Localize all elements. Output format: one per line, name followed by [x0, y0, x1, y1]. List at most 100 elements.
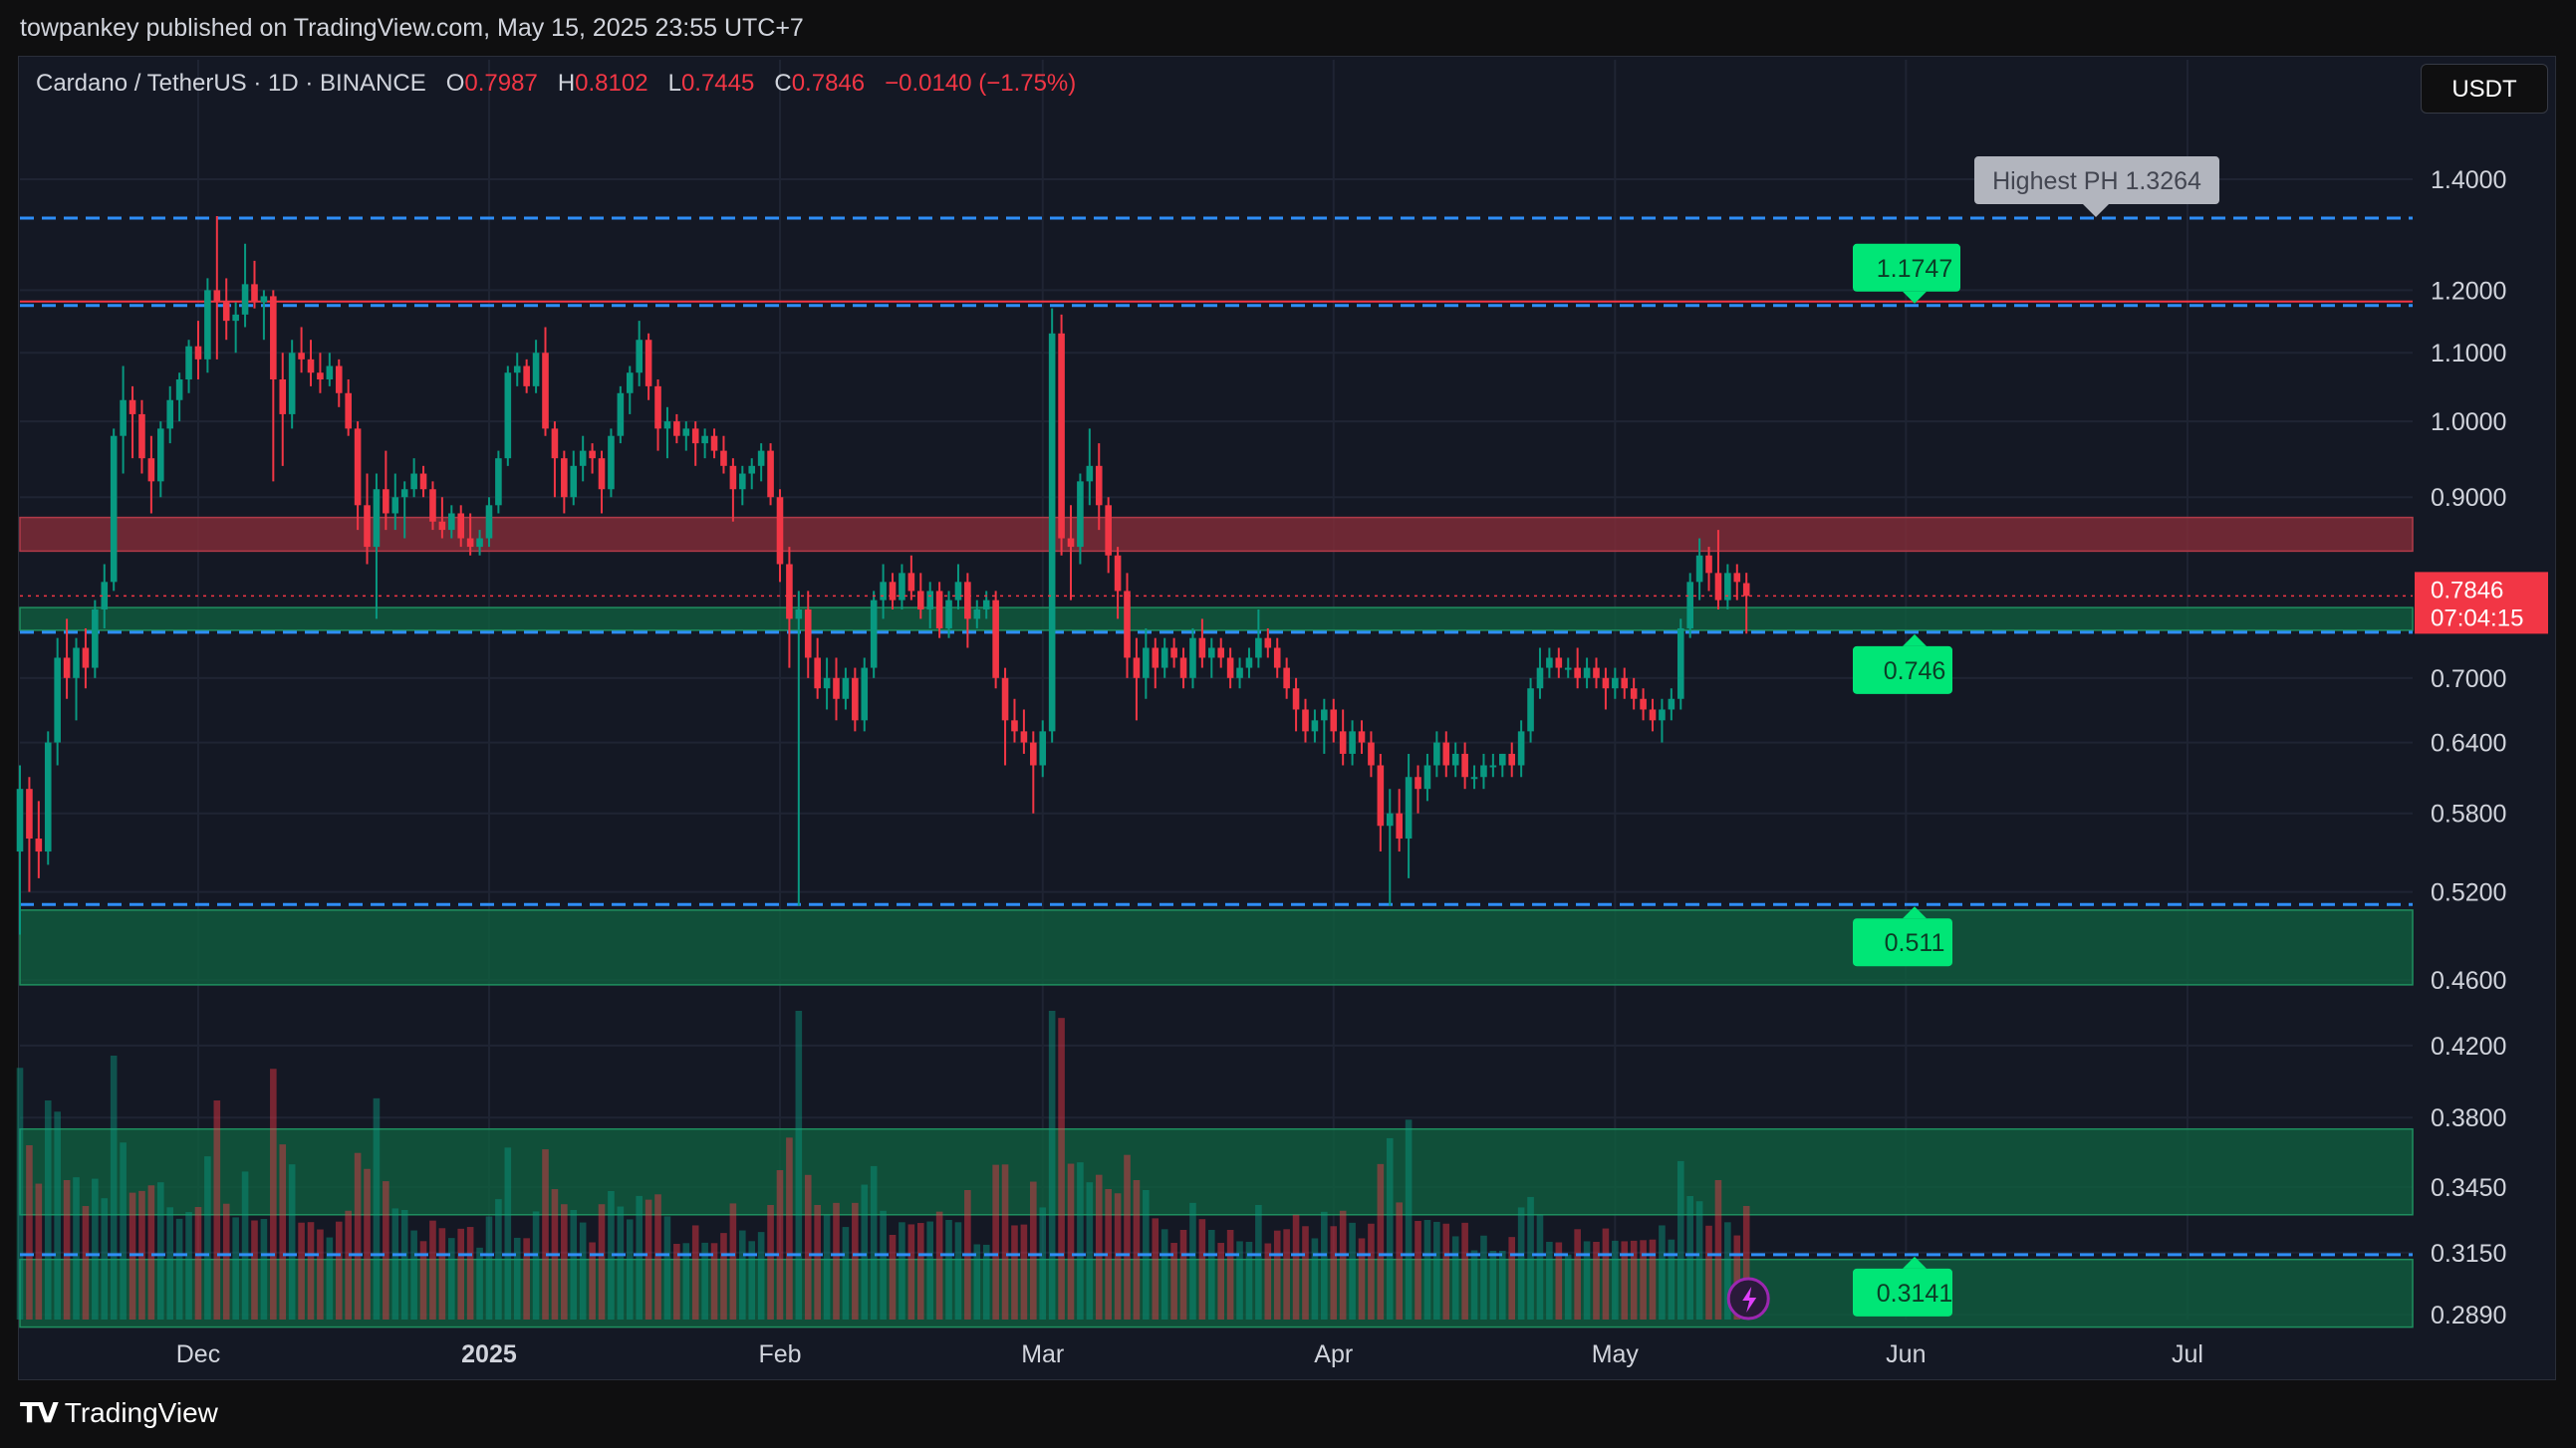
volume-bar	[833, 1202, 840, 1320]
volume-bar	[823, 1214, 831, 1320]
volume-bar	[1649, 1239, 1657, 1320]
candle-body	[335, 365, 343, 393]
candle-body	[673, 421, 680, 436]
level-tag	[1853, 1268, 1952, 1317]
volume-bar	[739, 1230, 746, 1320]
candle-body	[1423, 765, 1431, 790]
candle-body	[1546, 657, 1553, 668]
candle-body	[710, 435, 718, 451]
volume-bar	[1686, 1196, 1693, 1320]
candle-body	[1001, 677, 1009, 721]
time-tick-label: Jun	[1886, 1340, 1926, 1368]
candle-body	[1442, 742, 1450, 766]
candle-body	[786, 564, 793, 619]
candle-body	[1461, 753, 1468, 778]
candle-body	[1011, 720, 1018, 732]
candle-body	[82, 647, 90, 668]
candle-body	[1245, 657, 1253, 668]
price-tick-label: 0.9000	[2431, 484, 2506, 512]
candle-body	[222, 302, 230, 322]
highest-ph-tag	[1974, 156, 2219, 205]
volume-bar	[1742, 1205, 1750, 1320]
volume-bar	[345, 1210, 352, 1320]
volume-bar	[476, 1247, 483, 1320]
tradingview-logo[interactable]: 𝗧𝗩 TradingView	[20, 1396, 218, 1429]
candle-body	[1152, 647, 1159, 668]
candle-body	[495, 458, 502, 506]
volume-bar	[92, 1178, 99, 1320]
candle-body	[833, 677, 840, 699]
candle-body	[1733, 573, 1741, 583]
candle-body	[1058, 333, 1065, 539]
candle-body	[1358, 731, 1366, 743]
candle-body	[270, 296, 277, 380]
candle-body	[101, 582, 109, 609]
candle-body	[814, 657, 821, 689]
candle-body	[1451, 753, 1459, 766]
candle-body	[1555, 657, 1563, 668]
volume-bar	[1179, 1230, 1187, 1320]
candle-body	[570, 465, 578, 498]
candle-body	[307, 359, 315, 373]
volume-bar	[1124, 1154, 1131, 1320]
candle-body	[1517, 731, 1525, 766]
candle-body	[691, 428, 699, 444]
open-label: O	[445, 70, 465, 97]
candle-body	[383, 489, 389, 514]
symbol-name[interactable]: Cardano / TetherUS · 1D · BINANCE	[36, 70, 426, 97]
price-tick-label: 0.5800	[2431, 801, 2506, 829]
candle-body	[551, 428, 559, 459]
candle-body	[1480, 765, 1487, 778]
volume-bar	[1067, 1163, 1075, 1320]
candle-body	[907, 573, 915, 592]
volume-bar	[570, 1210, 578, 1320]
currency-button[interactable]: USDT	[2421, 64, 2548, 114]
time-tick-label: Apr	[1314, 1340, 1353, 1368]
candle-body	[466, 538, 474, 548]
volume-bar	[1602, 1228, 1610, 1320]
volume-bar	[1555, 1242, 1563, 1320]
candle-body	[448, 513, 455, 531]
candle-body	[1714, 573, 1722, 601]
volume-bar	[561, 1204, 568, 1320]
candle-body	[251, 284, 258, 303]
volume-bar	[241, 1171, 249, 1320]
volume-bar	[786, 1137, 793, 1320]
volume-bar	[1508, 1237, 1516, 1320]
volume-bar	[1733, 1235, 1741, 1320]
volume-bar	[147, 1185, 155, 1320]
volume-bar	[419, 1241, 427, 1320]
candle-body	[73, 647, 80, 678]
candle-body	[945, 600, 952, 628]
candle-body	[485, 505, 493, 539]
candle-body	[1659, 709, 1666, 721]
candle-body	[1086, 465, 1094, 482]
volume-bar	[598, 1204, 606, 1320]
candle-body	[729, 465, 737, 490]
volume-bar	[861, 1184, 869, 1320]
candle-body	[804, 608, 812, 658]
price-tick-label: 1.1000	[2431, 340, 2506, 367]
volume-bar	[1415, 1220, 1421, 1320]
volume-bar	[542, 1149, 549, 1320]
volume-bar	[1086, 1182, 1094, 1320]
volume-bar	[1517, 1207, 1525, 1320]
candle-body	[954, 582, 962, 601]
candle-body	[156, 428, 164, 482]
volume-bar	[814, 1205, 821, 1320]
volume-bar	[16, 1068, 24, 1320]
candle-body	[617, 392, 625, 436]
volume-bar	[935, 1211, 943, 1320]
symbol-legend[interactable]: Cardano / TetherUS · 1D · BINANCE O0.798…	[36, 70, 1076, 98]
candle-body	[542, 353, 549, 429]
candle-body	[589, 450, 596, 459]
volume-bar	[608, 1190, 615, 1320]
candle-body	[626, 372, 634, 393]
support-zone	[19, 606, 2414, 631]
volume-bar	[852, 1202, 859, 1320]
price-tick-label: 1.2000	[2431, 277, 2506, 305]
level-tag-label: 0.746	[1884, 657, 1946, 685]
volume-bar	[1536, 1214, 1544, 1320]
volume-bar	[73, 1177, 80, 1320]
